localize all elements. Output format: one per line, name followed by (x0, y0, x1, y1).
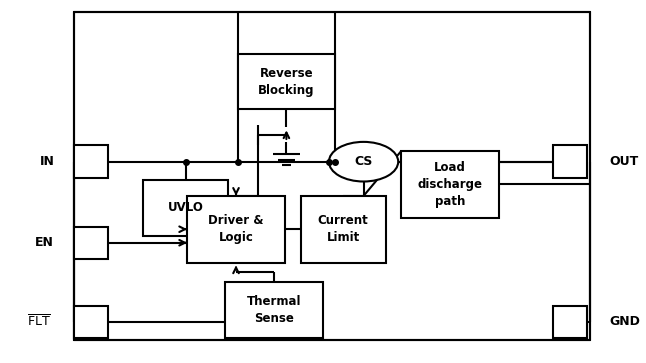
Circle shape (329, 142, 398, 182)
Text: Load
discharge
path: Load discharge path (418, 161, 483, 208)
Text: EN: EN (35, 236, 54, 249)
Bar (225, 282, 322, 338)
Bar (74, 306, 109, 338)
Text: Reverse
Blocking: Reverse Blocking (258, 66, 315, 97)
Bar (401, 151, 499, 217)
Bar (143, 180, 228, 236)
Bar (238, 54, 335, 110)
Bar (552, 146, 587, 178)
Text: Driver &
Logic: Driver & Logic (208, 214, 264, 244)
Bar (74, 227, 109, 259)
Bar (187, 196, 285, 262)
Text: UVLO: UVLO (168, 201, 203, 214)
Text: CS: CS (355, 155, 373, 168)
Bar (74, 12, 590, 340)
Text: Thermal
Sense: Thermal Sense (247, 295, 301, 325)
Text: GND: GND (609, 315, 640, 329)
Bar (300, 196, 386, 262)
Bar (74, 146, 109, 178)
Text: IN: IN (40, 155, 55, 168)
Text: $\overline{\mathrm{FLT}}$: $\overline{\mathrm{FLT}}$ (26, 314, 50, 330)
Text: OUT: OUT (609, 155, 638, 168)
Text: Current
Limit: Current Limit (318, 214, 368, 244)
Bar (552, 306, 587, 338)
